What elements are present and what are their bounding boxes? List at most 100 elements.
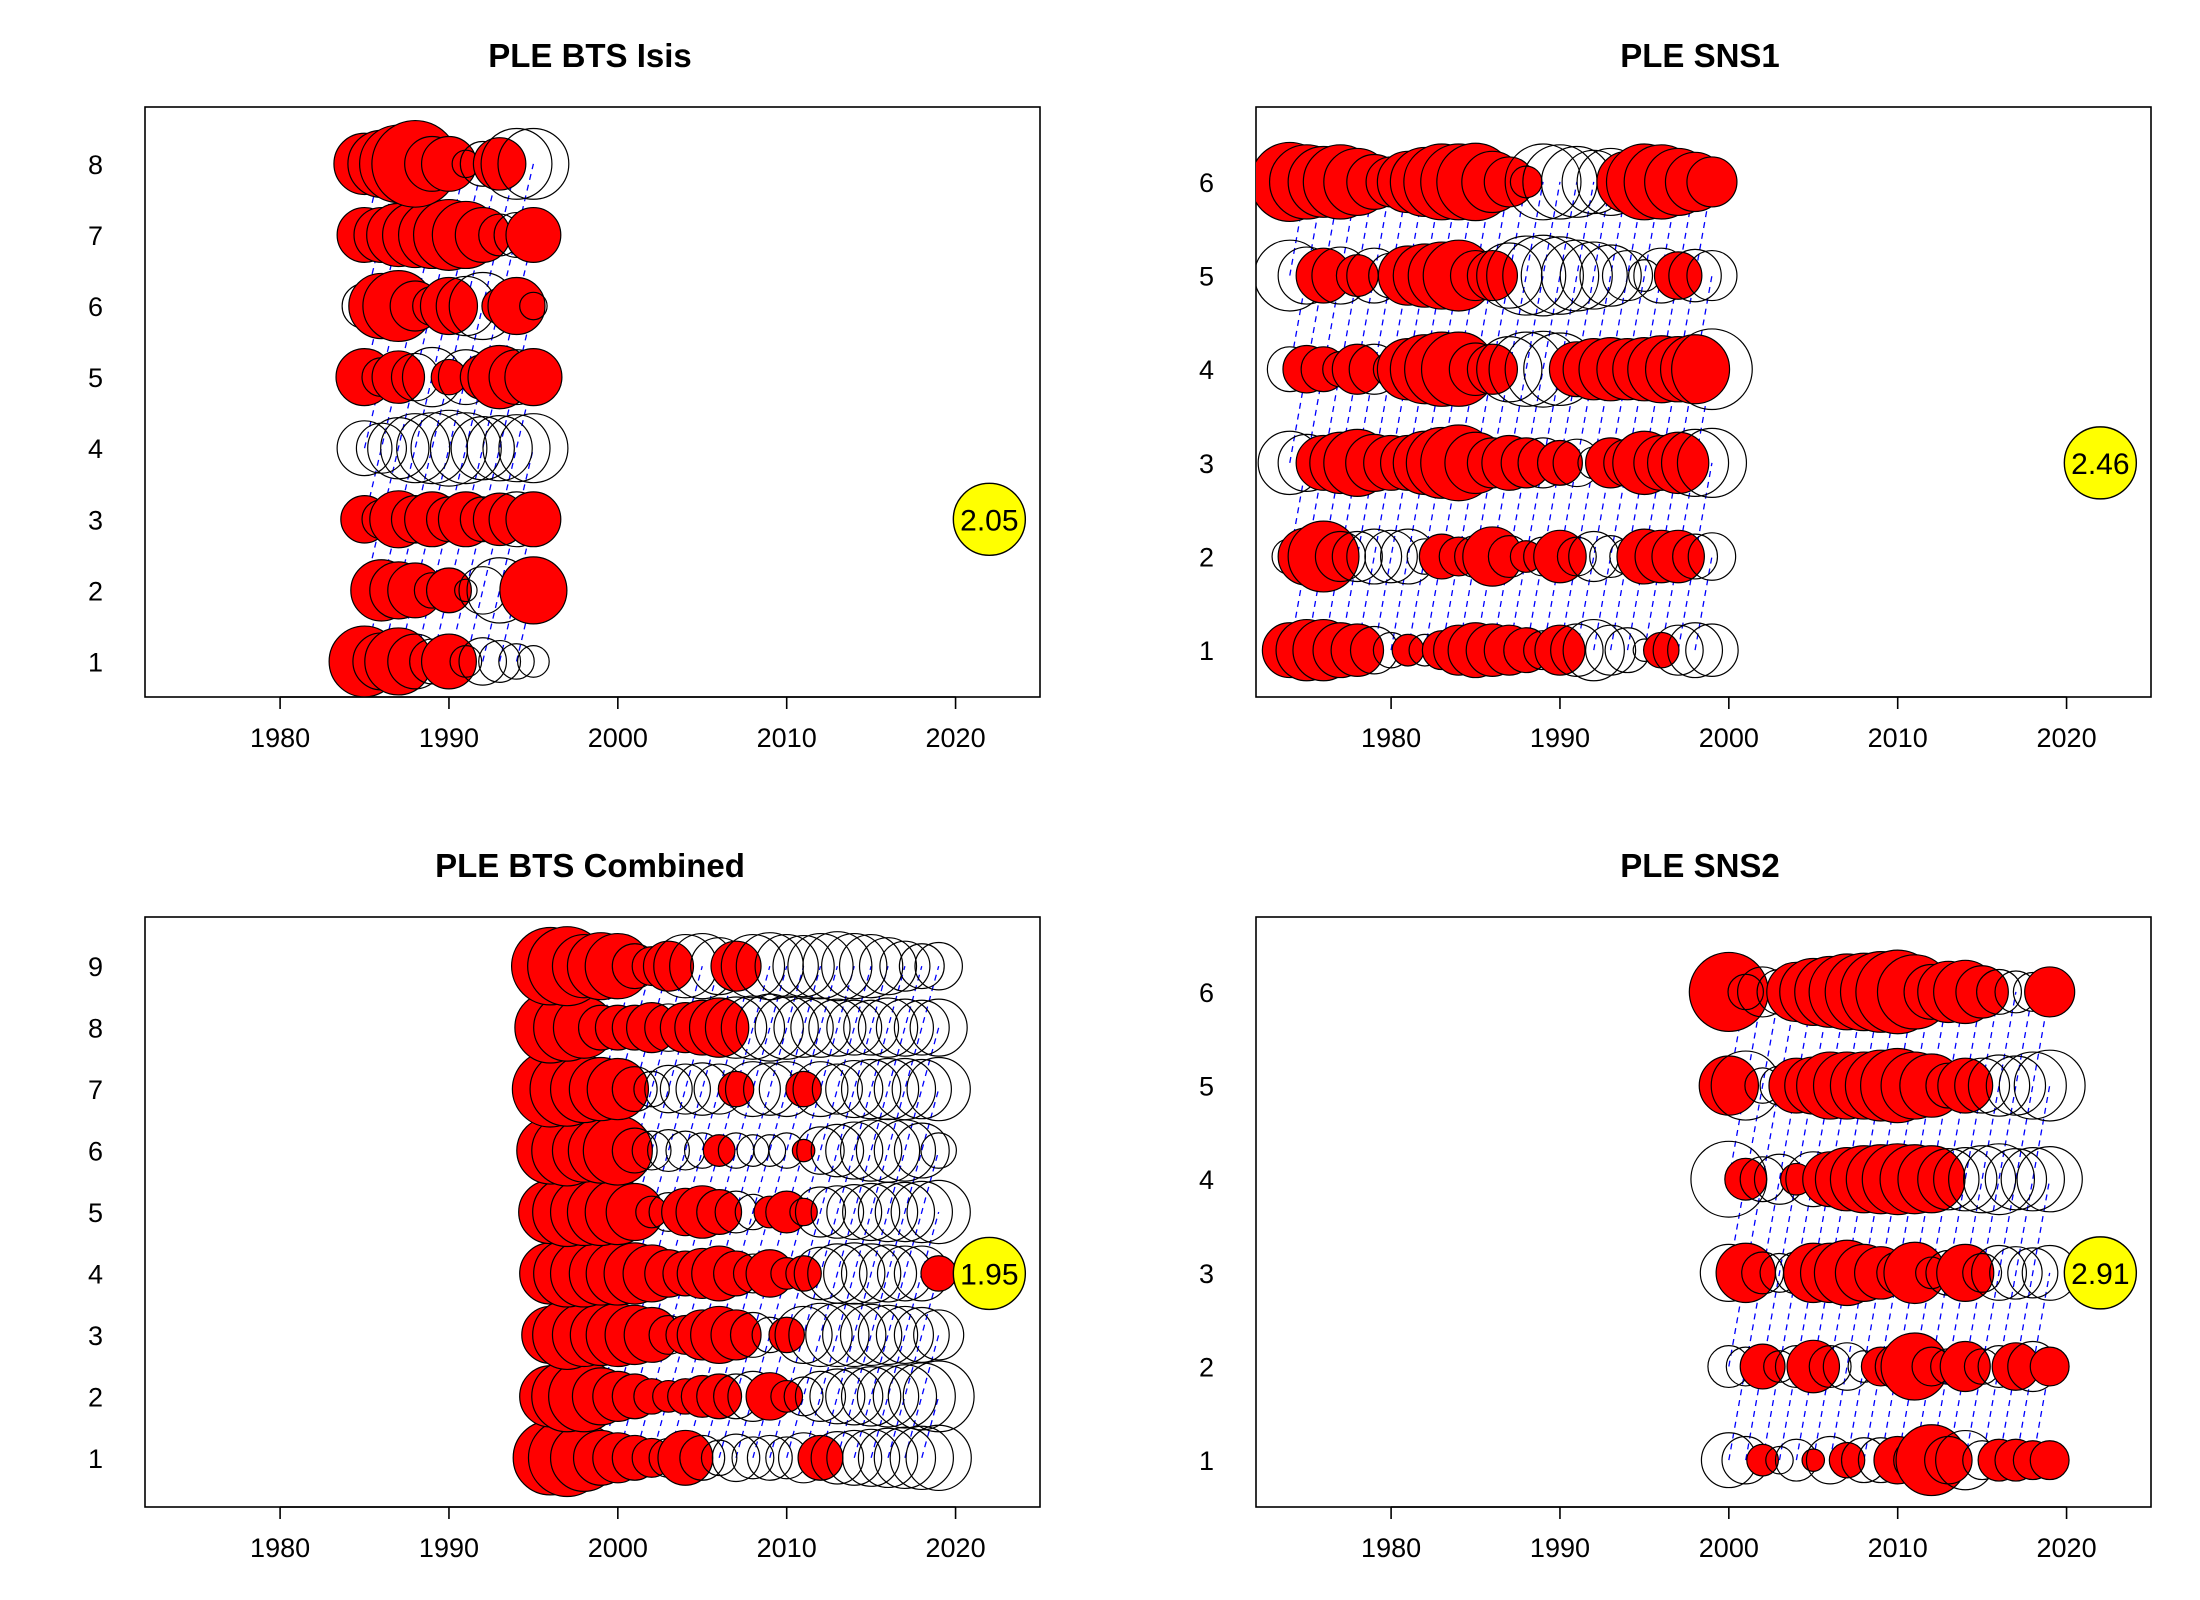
residual-bubble-positive <box>487 276 546 336</box>
residual-bubble-negative <box>396 412 469 485</box>
residual-bubble-negative <box>2016 1146 2083 1213</box>
residual-bubble-positive <box>696 1188 743 1235</box>
residual-bubble-negative <box>906 1179 971 1245</box>
cohort-line <box>1728 991 1781 1273</box>
residual-bubble-negative <box>826 999 883 1056</box>
residual-bubble-positive <box>688 997 750 1058</box>
x-tick-label: 2010 <box>757 723 817 753</box>
residual-bubble-positive <box>1391 633 1425 667</box>
x-tick-label: 1990 <box>1530 723 1590 753</box>
residual-bubble-negative <box>429 412 502 485</box>
residual-bubble-negative <box>793 1246 848 1301</box>
residual-bubble-negative <box>646 1129 690 1173</box>
residual-bubble-negative <box>809 1368 866 1425</box>
x-tick-label: 2010 <box>757 1533 817 1563</box>
residual-bubble-positive <box>1937 1057 1994 1114</box>
residual-bubble-positive <box>2024 966 2076 1018</box>
residual-bubble-negative <box>1954 1057 2011 1114</box>
cohort-line <box>1981 1085 2051 1461</box>
x-axis: 1980 1990 2000 2010 2020 <box>1361 1506 2097 1563</box>
residual-bubble-negative <box>1668 248 1722 303</box>
residual-bubble-negative <box>857 1427 919 1489</box>
residual-bubble-negative <box>794 1186 847 1238</box>
residual-bubble-negative <box>611 1066 658 1113</box>
x-tick-label: 1990 <box>419 1533 479 1563</box>
residual-bubble-negative <box>644 1064 693 1114</box>
residual-bubble-negative <box>1364 529 1418 584</box>
x-tick-label: 2000 <box>1699 723 1759 753</box>
reference-circle <box>952 482 1027 556</box>
x-tick-label: 2020 <box>926 1533 986 1563</box>
residual-bubble-negative <box>1989 1246 2043 1300</box>
residual-bubble-positive <box>505 491 562 548</box>
residual-bubble-negative <box>1686 249 1738 302</box>
y-tick-label: 3 <box>1199 449 1214 479</box>
cohort-line <box>752 965 889 1459</box>
y-tick-label: 6 <box>88 292 103 322</box>
residual-bubble-negative <box>633 1070 670 1108</box>
residual-bubble-positive <box>505 206 562 263</box>
cohort-line <box>414 163 535 662</box>
residual-bubble-positive <box>499 556 568 625</box>
residual-bubble-negative <box>856 1057 920 1121</box>
y-tick-label: 5 <box>88 1198 103 1228</box>
residual-bubble-negative <box>1687 532 1737 581</box>
cohort-line <box>684 965 822 1459</box>
residual-bubble-negative <box>773 997 834 1058</box>
residual-bubble-positive <box>770 1379 804 1413</box>
y-tick-label: 4 <box>88 434 103 464</box>
reference-label: 1.95 <box>960 1258 1018 1291</box>
x-tick-label: 2000 <box>1699 1533 1759 1563</box>
residual-bubble-negative <box>724 1061 781 1118</box>
residual-bubble-negative <box>893 1306 950 1363</box>
residual-bubble-negative <box>875 1305 935 1365</box>
panel-title: PLE SNS2 <box>1620 847 1780 884</box>
y-axis: 1 2 3 4 5 6 7 8 9 <box>88 952 103 1474</box>
residual-bubble-positive <box>1287 520 1360 593</box>
residual-bubble-negative <box>1579 244 1642 307</box>
residual-bubble-negative <box>1486 235 1567 316</box>
cohort-line <box>363 163 450 520</box>
residual-bubble-negative <box>1967 1054 2031 1117</box>
y-tick-label: 4 <box>1199 1165 1214 1195</box>
cohort-line <box>870 1211 940 1459</box>
residual-bubble-negative <box>772 934 835 998</box>
residual-bubble-negative <box>1917 1148 1980 1211</box>
residual-bubble-negative <box>1933 1147 1998 1212</box>
residual-bubble-negative <box>825 1121 884 1180</box>
reference-bubble: 2.05 <box>952 482 1027 556</box>
cohort-line <box>853 1150 940 1459</box>
cohort-line <box>887 1273 940 1459</box>
residual-bubble-negative <box>858 937 918 996</box>
residual-bubble-negative <box>825 1367 884 1426</box>
y-tick-label: 9 <box>88 952 103 982</box>
x-tick-label: 1980 <box>1361 723 1421 753</box>
residual-bubble-negative <box>410 409 488 487</box>
residual-bubble-positive <box>582 1115 653 1186</box>
residual-bubble-negative <box>840 1058 902 1120</box>
residual-bubble-negative <box>810 1431 865 1485</box>
residual-bubble-positive <box>1509 165 1543 199</box>
panel-ple-bts-combined: PLE BTS Combined 1980 1990 2000 2010 2020 1 2 3… <box>88 847 1041 1563</box>
residual-bubble-negative <box>1671 328 1753 411</box>
residual-bubble-negative <box>1520 236 1600 315</box>
residual-bubble-negative <box>890 1180 953 1244</box>
residual-bubble-positive <box>504 348 563 407</box>
residual-bubble-positive <box>1786 1339 1841 1394</box>
y-tick-label: 3 <box>88 505 103 535</box>
x-tick-label: 1980 <box>250 1533 310 1563</box>
residual-bubble-negative <box>906 1056 971 1122</box>
residual-bubble-positive <box>657 1429 714 1486</box>
residual-bubble-positive <box>2029 1440 2070 1481</box>
residual-bubble-positive <box>1897 1145 1966 1214</box>
cohort-line <box>836 1088 940 1459</box>
residual-bubble-negative <box>920 1132 957 1169</box>
residual-bubble-negative <box>858 1244 918 1303</box>
x-tick-label: 2010 <box>1868 1533 1928 1563</box>
residual-bubble-negative <box>902 1360 975 1433</box>
residual-bubble-negative <box>855 1118 921 1183</box>
residual-bubble-negative <box>659 1063 711 1115</box>
residual-bubble-negative <box>1667 622 1724 679</box>
residual-bubble-positive <box>454 206 511 263</box>
